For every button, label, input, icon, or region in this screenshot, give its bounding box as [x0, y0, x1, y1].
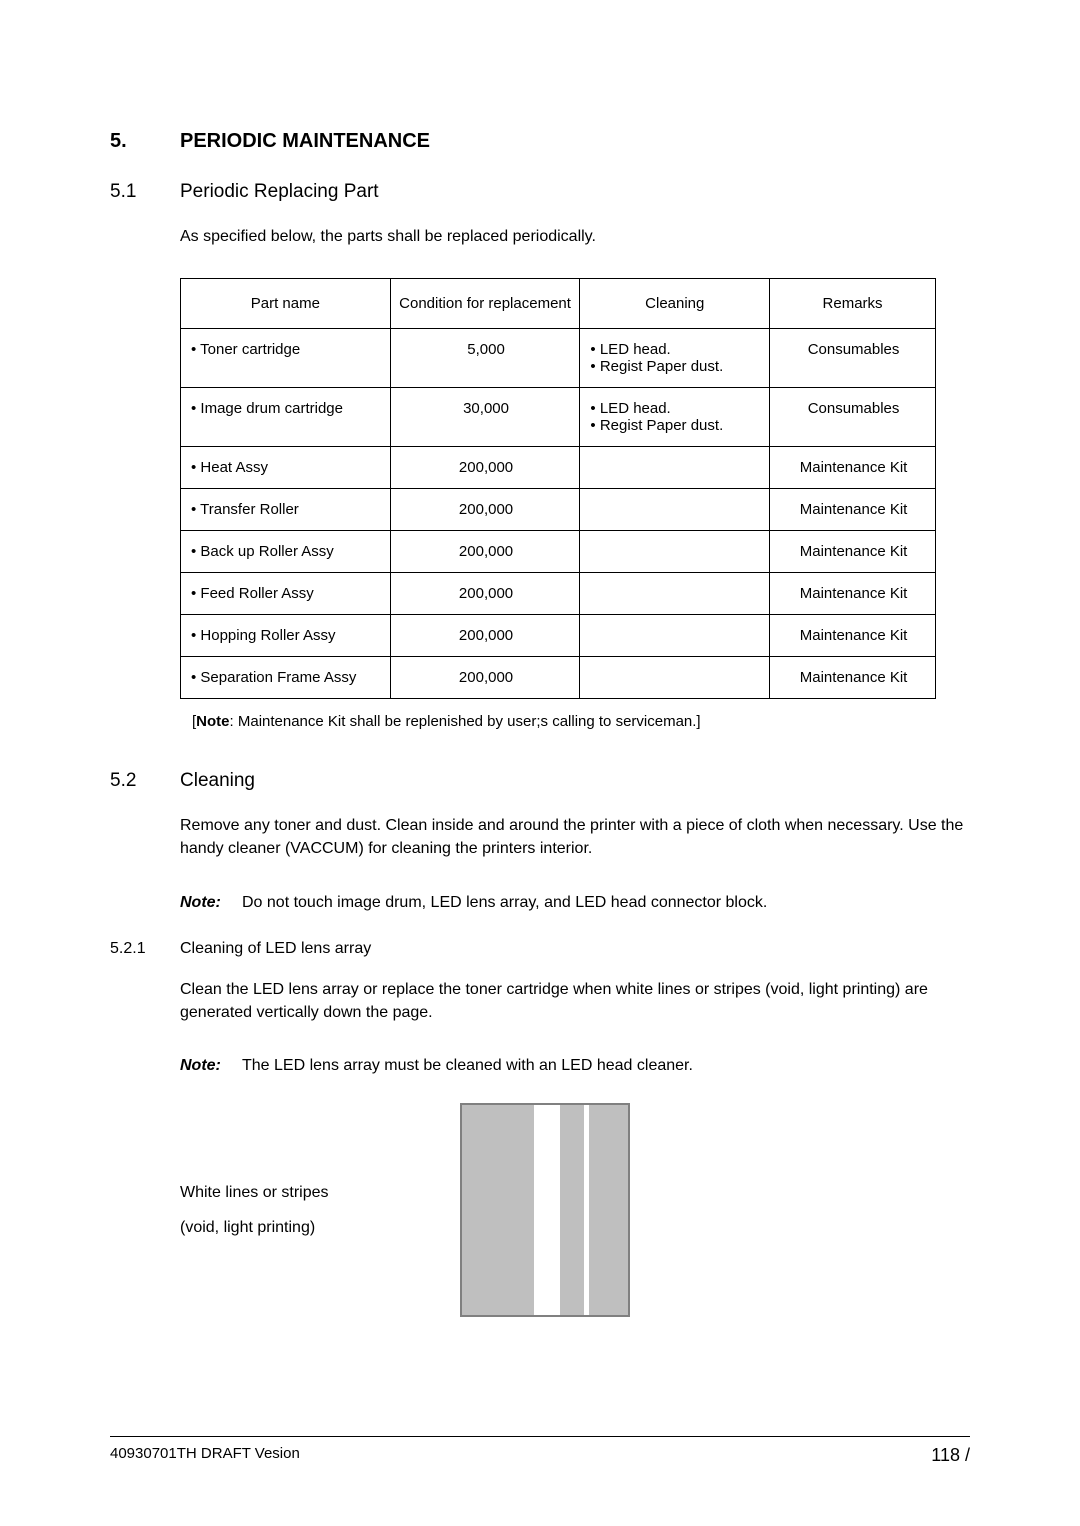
parts-table: Part name Condition for replacement Clea… [180, 278, 936, 699]
diagram-labels: White lines or stripes (void, light prin… [180, 1175, 460, 1245]
table-cell: Consumables [770, 388, 936, 447]
table-cell: 200,000 [390, 447, 580, 489]
table-row: • Image drum cartridge30,000• LED head. … [181, 388, 936, 447]
table-body: • Toner cartridge5,000• LED head. • Regi… [181, 329, 936, 699]
table-cell: Maintenance Kit [770, 657, 936, 699]
table-cell: Maintenance Kit [770, 531, 936, 573]
table-cell: • Toner cartridge [181, 329, 391, 388]
note-rest: : Maintenance Kit shall be replenished b… [230, 713, 701, 730]
table-cell [580, 531, 770, 573]
table-cell: • Feed Roller Assy [181, 573, 391, 615]
section-number: 5. [110, 130, 180, 153]
note-label: Note: [180, 1054, 242, 1077]
table-cell: • LED head. • Regist Paper dust. [580, 388, 770, 447]
table-cell: • Heat Assy [181, 447, 391, 489]
table-header-row: Part name Condition for replacement Clea… [181, 279, 936, 329]
table-cell: Maintenance Kit [770, 489, 936, 531]
table-cell: 200,000 [390, 573, 580, 615]
para-5-2-1: Clean the LED lens array or replace the … [180, 978, 970, 1024]
white-stripe-wide [534, 1105, 560, 1315]
table-row: • Toner cartridge5,000• LED head. • Regi… [181, 329, 936, 388]
table-cell: • Back up Roller Assy [181, 531, 391, 573]
table-cell: 200,000 [390, 615, 580, 657]
table-cell: Maintenance Kit [770, 447, 936, 489]
th-cleaning: Cleaning [580, 279, 770, 329]
table-row: • Heat Assy200,000 Maintenance Kit [181, 447, 936, 489]
table-cell [580, 573, 770, 615]
table-row: • Separation Frame Assy200,000 Maintenanc… [181, 657, 936, 699]
section-title: PERIODIC MAINTENANCE [180, 130, 430, 153]
table-cell [580, 489, 770, 531]
sub-number: 5.1 [110, 181, 180, 203]
table-cell: • LED head. • Regist Paper dust. [580, 329, 770, 388]
table-cell: • Transfer Roller [181, 489, 391, 531]
th-part: Part name [181, 279, 391, 329]
table-cell: Consumables [770, 329, 936, 388]
note-5-2: Note:Do not touch image drum, LED lens a… [180, 891, 970, 914]
footer-left: 40930701TH DRAFT Vesion [110, 1445, 300, 1466]
note-bold: Note [196, 713, 229, 730]
table-cell: • Hopping Roller Assy [181, 615, 391, 657]
table-cell: • Separation Frame Assy [181, 657, 391, 699]
table-cell: 200,000 [390, 531, 580, 573]
page-footer: 40930701TH DRAFT Vesion 118 / [110, 1436, 970, 1466]
white-stripe-thin [584, 1105, 589, 1315]
note-text: Do not touch image drum, LED lens array,… [242, 894, 767, 911]
table-cell: Maintenance Kit [770, 573, 936, 615]
table-cell [580, 615, 770, 657]
table-row: • Feed Roller Assy200,000 Maintenance Kit [181, 573, 936, 615]
subsection-5-1: 5.1 Periodic Replacing Part [110, 181, 970, 203]
table-cell [580, 447, 770, 489]
subsub-title: Cleaning of LED lens array [180, 940, 371, 958]
intro-5-1: As specified below, the parts shall be r… [180, 225, 970, 248]
th-remarks: Remarks [770, 279, 936, 329]
table-cell: 200,000 [390, 489, 580, 531]
table-row: • Hopping Roller Assy200,000 Maintenance … [181, 615, 936, 657]
table-cell: 30,000 [390, 388, 580, 447]
table-row: • Transfer Roller200,000 Maintenance Kit [181, 489, 936, 531]
subsection-5-2: 5.2 Cleaning [110, 770, 970, 792]
para-5-2: Remove any toner and dust. Clean inside … [180, 814, 970, 860]
table-row: • Back up Roller Assy200,000 Maintenance … [181, 531, 936, 573]
note-5-2-1: Note:The LED lens array must be cleaned … [180, 1054, 970, 1077]
sub-title: Cleaning [180, 770, 255, 792]
section-heading: 5. PERIODIC MAINTENANCE [110, 130, 970, 153]
table-cell: • Image drum cartridge [181, 388, 391, 447]
note-label: Note: [180, 891, 242, 914]
sub-number: 5.2 [110, 770, 180, 792]
parts-table-container: Part name Condition for replacement Clea… [180, 278, 970, 699]
diagram-label-1: White lines or stripes [180, 1175, 460, 1210]
diagram-box [460, 1103, 630, 1317]
footer-right: 118 / [931, 1445, 970, 1466]
diagram-label-2: (void, light printing) [180, 1210, 460, 1245]
th-condition: Condition for replacement [390, 279, 580, 329]
diagram-area: White lines or stripes (void, light prin… [180, 1103, 970, 1317]
table-cell: 200,000 [390, 657, 580, 699]
subsub-number: 5.2.1 [110, 940, 180, 958]
table-cell [580, 657, 770, 699]
table-cell: 5,000 [390, 329, 580, 388]
table-cell: Maintenance Kit [770, 615, 936, 657]
note-text: The LED lens array must be cleaned with … [242, 1057, 693, 1074]
subsubsection-5-2-1: 5.2.1 Cleaning of LED lens array [110, 940, 970, 958]
sub-title: Periodic Replacing Part [180, 181, 379, 203]
table-note: [Note: Maintenance Kit shall be replenis… [192, 713, 970, 730]
